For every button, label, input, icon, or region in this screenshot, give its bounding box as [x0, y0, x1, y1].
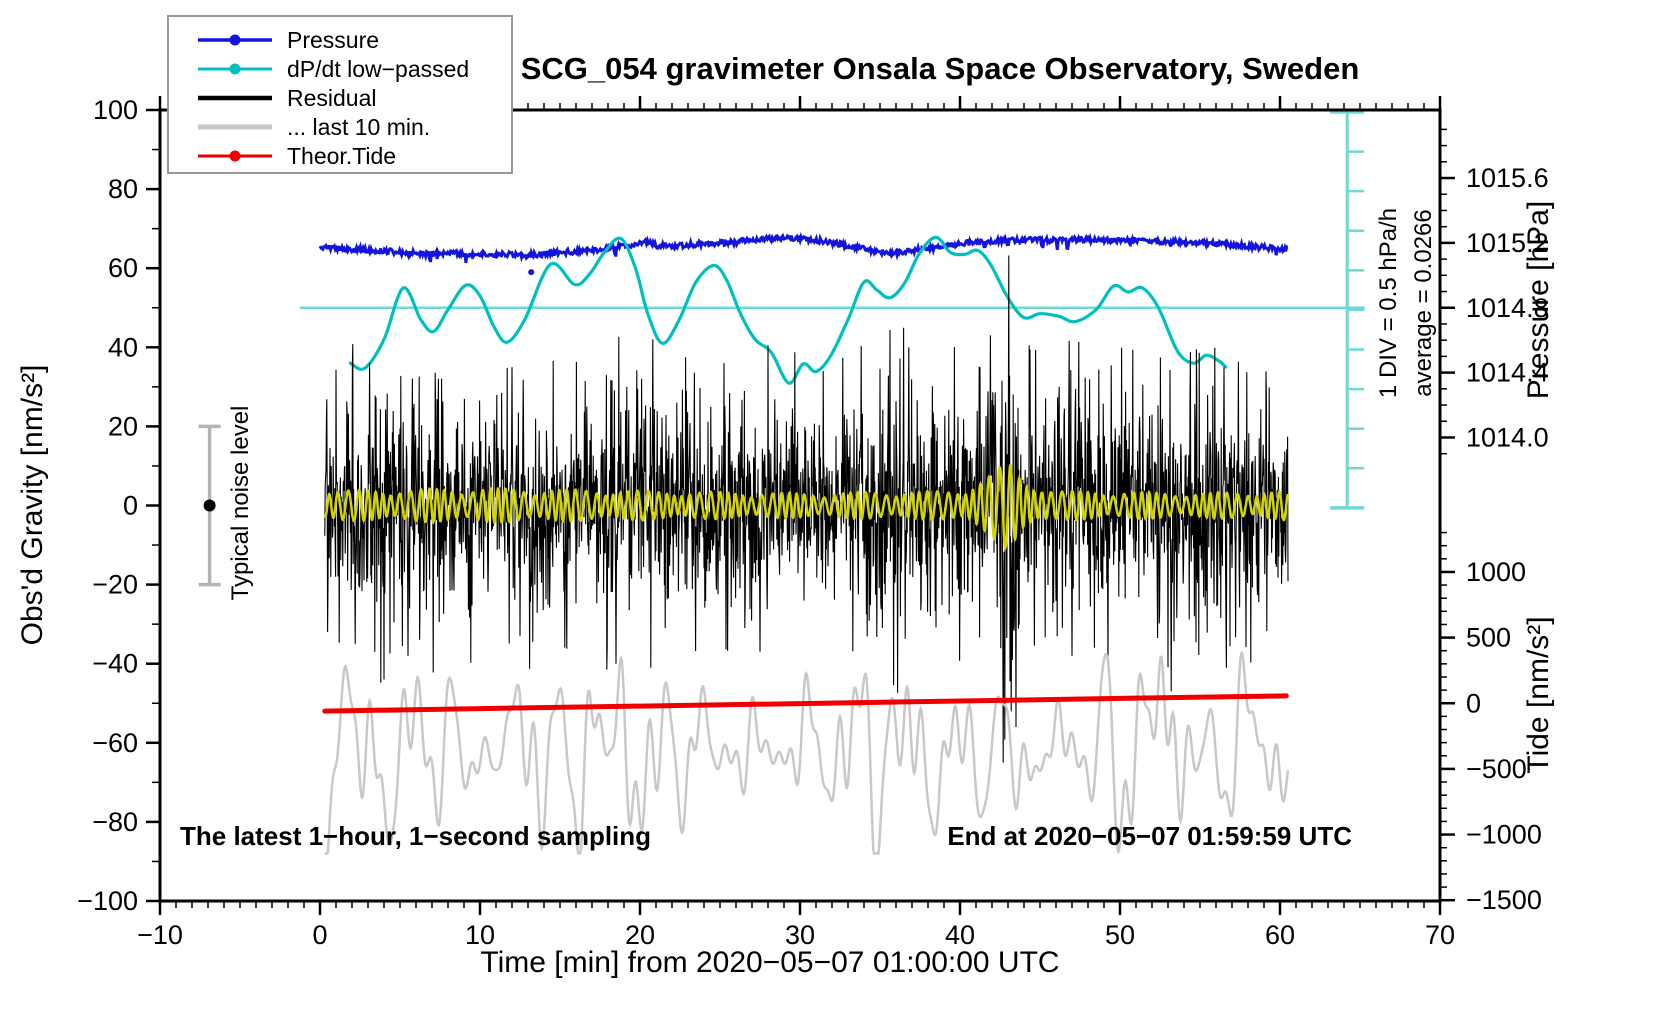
svg-text:40: 40 [945, 920, 975, 950]
svg-text:1015.2: 1015.2 [1466, 228, 1549, 258]
chart-title: SCG_054 gravimeter Onsala Space Observat… [521, 51, 1360, 86]
svg-text:−1000: −1000 [1466, 820, 1542, 850]
svg-text:10: 10 [465, 920, 495, 950]
svg-text:20: 20 [108, 411, 138, 441]
svg-text:1000: 1000 [1466, 557, 1526, 587]
pressure-axis-title: Pressure [hPa] [1522, 201, 1555, 399]
legend-labels: Pressure dP/dt low−passed Residual ... l… [287, 27, 469, 169]
svg-text:−1500: −1500 [1466, 885, 1542, 915]
svg-text:100: 100 [93, 95, 138, 125]
svg-text:−80: −80 [92, 807, 138, 837]
svg-text:0: 0 [123, 491, 138, 521]
div-scale-note: 1 DIV = 0.5 hPa/h [1375, 208, 1402, 398]
legend-label-pressure: Pressure [287, 27, 379, 53]
svg-text:−100: −100 [77, 886, 138, 916]
legend-label-last10: ... last 10 min. [287, 114, 430, 140]
average-note: average = 0.0266 [1410, 209, 1437, 397]
svg-text:80: 80 [108, 174, 138, 204]
series-layer [318, 231, 1290, 855]
axes-layer: −10 0 10 20 30 40 50 60 70−100−80−60−40−20020406… [77, 95, 1548, 950]
sampling-note: The latest 1−hour, 1−second sampling [180, 821, 651, 851]
tide-axis-title: Tide [nm/s²] [1522, 616, 1555, 773]
svg-text:60: 60 [1265, 920, 1295, 950]
svg-text:30: 30 [785, 920, 815, 950]
series--last-10-min- [324, 650, 1290, 855]
series-residual-low-passed-yellow- [323, 463, 1289, 551]
svg-text:0: 0 [1466, 688, 1481, 718]
series-dp-dt-low-passed [348, 235, 1228, 385]
svg-text:1014.4: 1014.4 [1466, 358, 1549, 388]
noise-level-errorbar [198, 424, 221, 587]
svg-text:−60: −60 [92, 728, 138, 758]
svg-text:60: 60 [108, 253, 138, 283]
legend-label-tide: Theor.Tide [287, 143, 396, 169]
svg-text:1014.0: 1014.0 [1466, 422, 1549, 452]
series-theor-tide [322, 693, 1289, 714]
svg-text:500: 500 [1466, 623, 1511, 653]
svg-text:1015.6: 1015.6 [1466, 163, 1549, 193]
svg-text:50: 50 [1105, 920, 1135, 950]
svg-text:−500: −500 [1466, 754, 1527, 784]
svg-text:−10: −10 [137, 920, 183, 950]
x-axis-title: Time [min] from 2020−05−07 01:00:00 UTC [480, 946, 1059, 979]
series-pressure [318, 231, 1289, 276]
svg-text:0: 0 [312, 920, 327, 950]
svg-text:1014.8: 1014.8 [1466, 293, 1549, 323]
svg-text:−40: −40 [92, 649, 138, 679]
svg-text:−20: −20 [92, 570, 138, 600]
legend-swatch-dot [229, 150, 241, 162]
legend-swatch-dot [229, 34, 241, 46]
dpdt-scale-bar [300, 110, 1365, 510]
legend-swatch-dot [229, 63, 241, 75]
svg-text:70: 70 [1425, 920, 1455, 950]
gravity-axis-title: Obs'd Gravity [nm/s²] [16, 365, 49, 646]
svg-text:20: 20 [625, 920, 655, 950]
end-time-note: End at 2020−05−07 01:59:59 UTC [947, 821, 1352, 851]
noise-level-label: Typical noise level [227, 406, 254, 601]
legend-label-dpdt: dP/dt low−passed [287, 56, 469, 82]
svg-text:40: 40 [108, 332, 138, 362]
legend-label-residual: Residual [287, 85, 377, 111]
legend [167, 15, 513, 174]
